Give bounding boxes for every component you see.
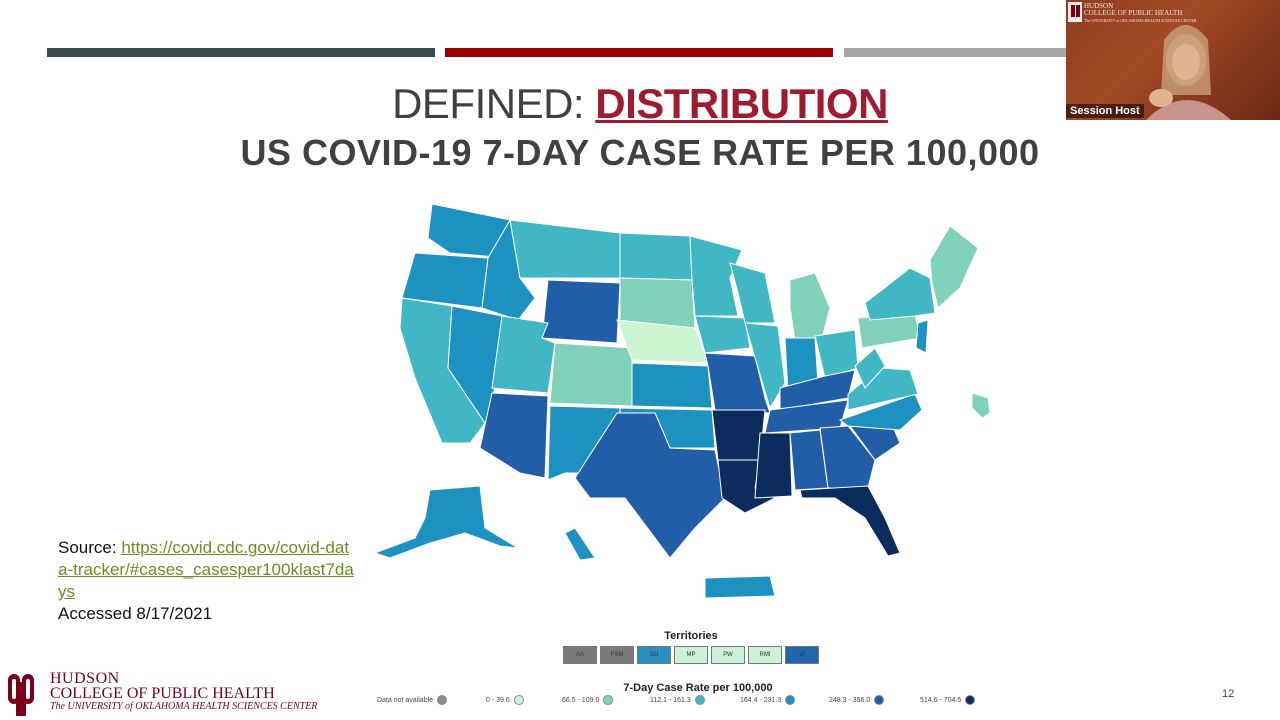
state-rhode-island-inset [971, 392, 991, 419]
state-west-virginia [854, 347, 886, 389]
state-north-dakota [619, 232, 693, 281]
title-prefix: DEFINED: [392, 80, 596, 127]
logo-line1: HUDSON [50, 670, 120, 687]
legend-title: 7-Day Case Rate per 100,000 [623, 682, 773, 694]
video-logo-line3: The UNIVERSITY of OKLAHOMA HEALTH SCIENC… [1084, 18, 1197, 23]
state-mississippi [754, 432, 793, 499]
presenter-video-icon [1068, 2, 1231, 120]
state-michigan [789, 272, 831, 341]
legend-swatch [603, 695, 614, 705]
state-florida [799, 485, 901, 557]
state-new-jersey [915, 319, 929, 354]
state-kentucky [779, 369, 856, 411]
state-alaska [373, 485, 519, 559]
territories-boxes: AS FSM GU MP PW RMI VI [560, 646, 822, 664]
accessed-date: Accessed 8/17/2021 [58, 604, 213, 623]
legend-label: 112.1 - 161.3 [650, 696, 691, 704]
legend-label: 0 - 39.6 [486, 696, 510, 704]
source-link[interactable]: https://covid.cdc.gov/covid-data-tracker… [58, 538, 354, 601]
slide-subtitle: US COVID-19 7-DAY CASE RATE PER 100,000 [240, 132, 1040, 173]
legend-label: 514.6 - 704.5 [920, 696, 962, 704]
state-colorado [549, 342, 633, 407]
state-minnesota [689, 235, 743, 317]
legend-label: Data not available [377, 696, 434, 704]
page-number: 12 [1222, 688, 1235, 700]
header-bar-red [445, 48, 833, 57]
source-label: Source: [58, 538, 122, 557]
legend-item: Data not available [377, 695, 448, 705]
header-bar-dark [47, 48, 435, 57]
state-hawaii [564, 527, 596, 561]
legend-swatch [437, 695, 448, 705]
state-new-england [929, 225, 979, 309]
logo-line2: COLLEGE OF PUBLIC HEALTH [50, 685, 275, 702]
legend-item: 514.6 - 704.5 [920, 695, 976, 705]
state-kansas [631, 362, 713, 409]
legend-swatch [874, 695, 885, 705]
logo-text: HUDSON COLLEGE OF PUBLIC HEALTH The UNIV… [50, 671, 317, 713]
legend-item: 248.3 - 356.0 [829, 695, 885, 705]
state-wisconsin [729, 262, 776, 324]
us-case-rate-map [373, 203, 991, 599]
territory-box-fsm: FSM [600, 646, 634, 664]
legend-label: 66.5 - 109.0 [562, 696, 600, 704]
participant-name: Session Host [1066, 104, 1144, 118]
legend-label: 164.4 - 231.3 [740, 696, 782, 704]
state-wyoming [541, 279, 621, 344]
video-logo-line2: COLLEGE OF PUBLIC HEALTH [1084, 9, 1183, 17]
territory-box-as: AS [563, 646, 597, 664]
legend-swatch [785, 695, 796, 705]
state-arizona [479, 392, 549, 479]
state-south-dakota [619, 277, 696, 329]
case-rate-legend: Data not available 0 - 39.6 66.5 - 109.0 11… [372, 695, 992, 709]
legend-item: 164.4 - 231.3 [740, 695, 796, 705]
state-montana [509, 219, 621, 279]
state-iowa [694, 315, 751, 354]
video-logo-line1: HUDSON [1084, 2, 1114, 10]
territories-legend: Territories AS FSM GU MP PW RMI VI [560, 630, 822, 664]
state-arkansas [711, 409, 766, 461]
video-tile[interactable]: HUDSON COLLEGE OF PUBLIC HEALTH The UNIV… [1066, 0, 1280, 120]
header-bar-gray [844, 48, 1066, 57]
state-illinois [744, 322, 786, 410]
logo-line3: The UNIVERSITY of OKLAHOMA HEALTH SCIENC… [50, 701, 318, 712]
state-georgia [819, 425, 876, 489]
ou-logo-icon [8, 674, 34, 716]
video-logo-text: HUDSON COLLEGE OF PUBLIC HEALTH The UNIV… [1084, 3, 1197, 24]
territory-box-vi: VI [785, 646, 819, 664]
legend-item: 0 - 39.6 [486, 695, 524, 705]
state-north-carolina [838, 393, 923, 431]
territory-puerto-rico [704, 575, 776, 599]
legend-label: 248.3 - 356.0 [829, 696, 871, 704]
slide-title: DEFINED: DISTRIBUTION [0, 80, 1280, 128]
state-washington [427, 203, 511, 259]
legend-item: 112.1 - 161.3 [650, 695, 705, 705]
legend-swatch [965, 695, 976, 705]
territories-title: Territories [664, 630, 718, 642]
title-accent: DISTRIBUTION [595, 80, 888, 127]
state-texas [574, 412, 726, 559]
source-citation: Source: https://covid.cdc.gov/covid-data… [58, 537, 358, 625]
legend-swatch [694, 695, 705, 705]
territory-box-gu: GU [637, 646, 671, 664]
state-utah [491, 315, 556, 394]
territory-box-mp: MP [674, 646, 708, 664]
state-new-york [864, 267, 936, 321]
legend-swatch [513, 695, 524, 705]
territory-box-rmi: RMI [748, 646, 782, 664]
territory-box-pw: PW [711, 646, 745, 664]
legend-item: 66.5 - 109.0 [562, 695, 614, 705]
